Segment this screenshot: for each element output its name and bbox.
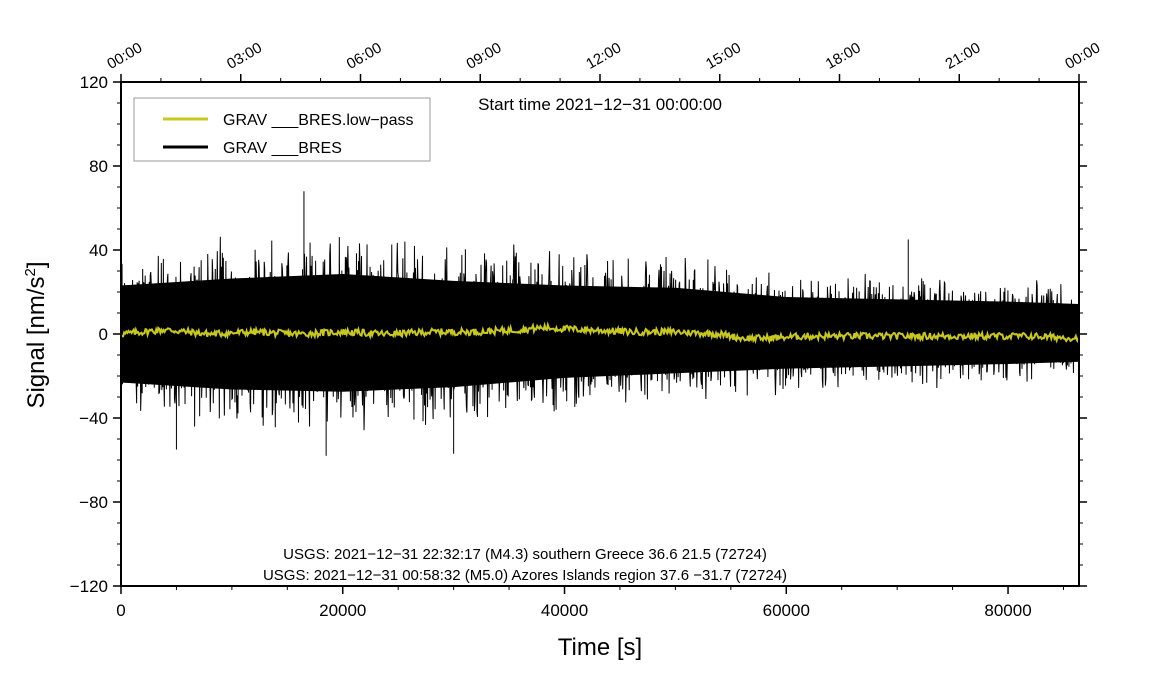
x-tick-label-4: 80000: [984, 601, 1031, 620]
x-tick-label-3: 60000: [763, 601, 810, 620]
legend-entry-lowpass: GRAV ___BRES.low−pass: [223, 112, 413, 129]
series-raw-band: [121, 273, 1079, 392]
y-axis-label-main: Signal [nm/s: [23, 276, 50, 408]
legend-box: [133, 97, 431, 162]
trace-layer: [120, 191, 1080, 456]
y-tick-label-6: −120: [70, 577, 108, 596]
annotation-event-1: USGS: 2021−12−31 22:32:17 (M4.3) souther…: [283, 546, 767, 563]
top-tick-label-2: 06:00: [344, 39, 385, 72]
top-tick-label-4: 12:00: [583, 39, 624, 72]
top-tick-label-8: 00:00: [1062, 39, 1103, 72]
x-tick-label-0: 0: [116, 601, 125, 620]
y-tick-label-1: 80: [89, 157, 108, 176]
top-tick-label-6: 18:00: [823, 39, 864, 72]
legend: GRAV ___BRES.low−pass GRAV ___BRES: [133, 97, 431, 162]
x-axis-label: Time [s]: [558, 634, 642, 661]
y-tick-label-5: −80: [79, 493, 108, 512]
y-tick-label-0: 120: [80, 73, 108, 92]
y-axis-label-sup: 2: [22, 268, 39, 276]
series-lowpass-trace: [120, 321, 1080, 345]
y-tick-label-4: −40: [79, 409, 108, 428]
top-tick-label-5: 15:00: [703, 39, 744, 72]
y-tick-label-2: 40: [89, 241, 108, 260]
top-tick-label-0: 00:00: [104, 39, 145, 72]
x-tick-label-2: 40000: [541, 601, 588, 620]
legend-entry-raw: GRAV ___BRES: [223, 140, 342, 157]
y-axis-label: Signal [nm/s2]: [22, 261, 50, 408]
top-tick-label-7: 21:00: [942, 39, 983, 72]
start-time-label: Start time 2021−12−31 00:00:00: [478, 95, 722, 114]
annotation-event-2: USGS: 2021−12−31 00:58:32 (M5.0) Azores …: [263, 567, 787, 584]
top-tick-label-3: 09:00: [463, 39, 504, 72]
top-tick-label-1: 03:00: [224, 39, 265, 72]
y-tick-label-3: 0: [99, 325, 108, 344]
y-axis-label-tail: ]: [23, 261, 50, 268]
x-tick-label-1: 20000: [319, 601, 366, 620]
